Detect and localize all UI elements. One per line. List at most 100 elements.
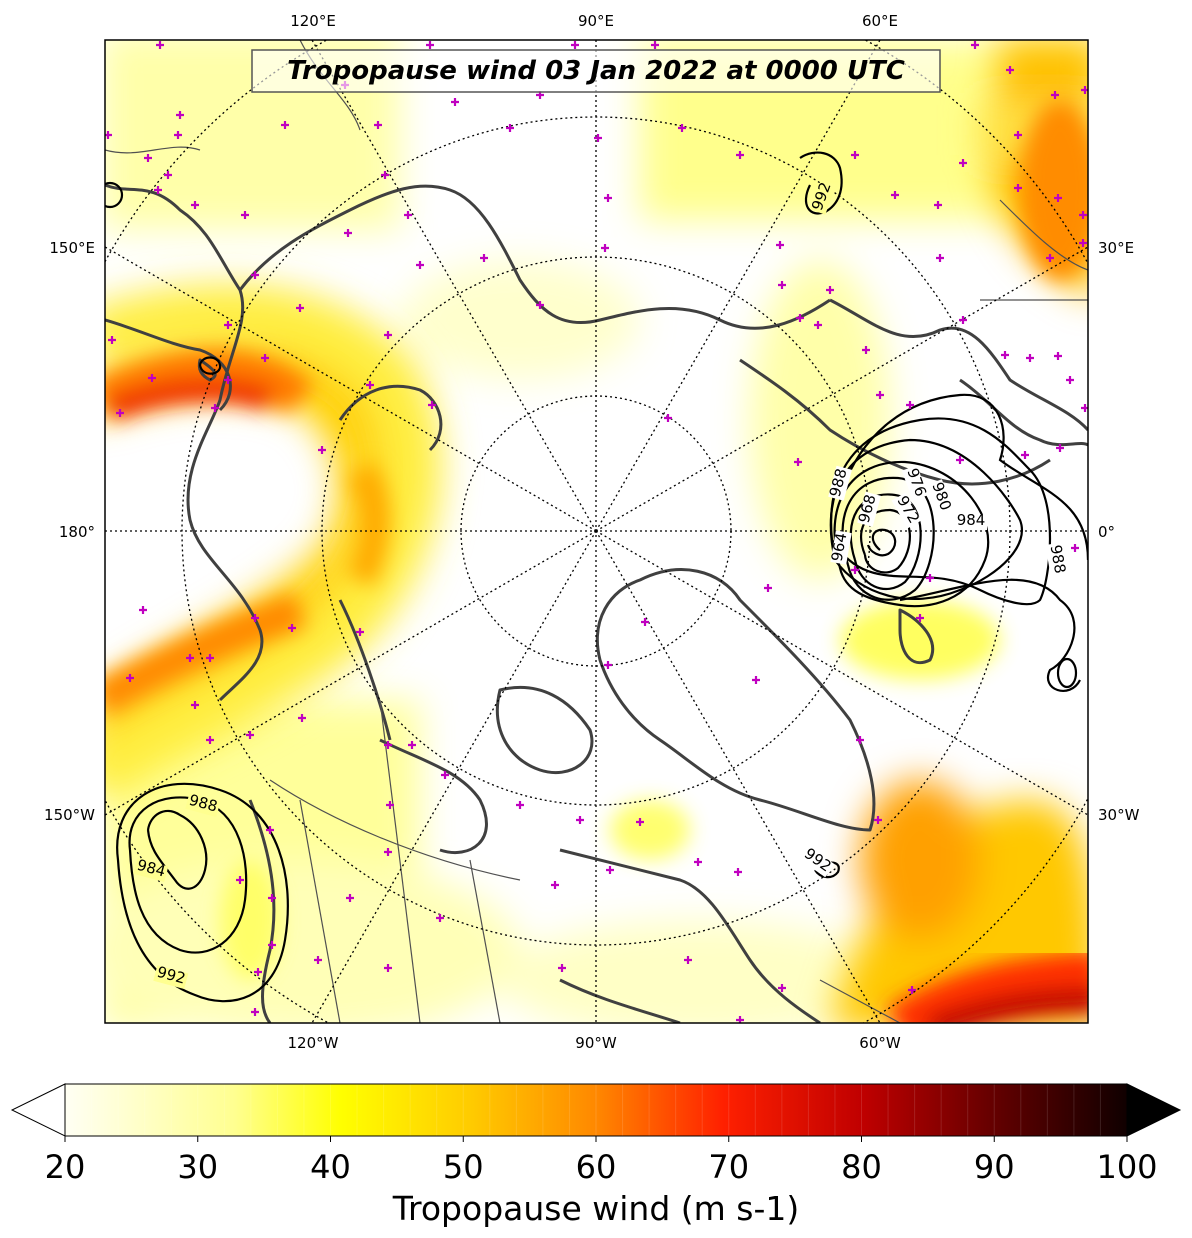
lon-label-right: 30°E	[1098, 239, 1134, 257]
station-marker	[154, 186, 162, 194]
station-marker	[374, 121, 382, 129]
lon-labels: 120°E 90°E 60°E 120°W 90°W 60°W 150°E 18…	[44, 12, 1140, 1052]
station-marker	[796, 314, 804, 322]
station-marker	[1079, 211, 1087, 219]
lon-label-bottom: 60°W	[859, 1034, 901, 1052]
station-marker	[344, 229, 352, 237]
station-marker	[261, 354, 269, 362]
colorbar-label: Tropopause wind (m s-1)	[392, 1189, 800, 1228]
station-marker	[156, 41, 164, 49]
colorbar-tick-label: 70	[708, 1148, 749, 1186]
contour-label: 964	[828, 530, 852, 565]
contour-label-text: 988	[1047, 543, 1070, 574]
colorbar: 20 30 40 50 60 70 80 90 100 Tropopause wind (m s…	[10, 1083, 1182, 1228]
colorbar-bands	[91, 1084, 1101, 1136]
lon-label-bottom: 120°W	[288, 1034, 339, 1052]
station-marker	[266, 826, 274, 834]
station-marker	[436, 914, 444, 922]
station-marker	[752, 676, 760, 684]
station-marker	[1079, 239, 1087, 247]
station-marker	[506, 124, 514, 132]
station-marker	[1014, 184, 1022, 192]
station-marker	[606, 866, 614, 874]
station-marker	[346, 894, 354, 902]
station-marker	[826, 286, 834, 294]
station-marker	[176, 111, 184, 119]
station-marker	[384, 741, 392, 749]
station-marker	[906, 401, 914, 409]
station-marker	[384, 964, 392, 972]
colorbar-ticks: 20 30 40 50 60 70 80 90 100	[45, 1136, 1158, 1186]
station-marker	[1051, 91, 1059, 99]
station-marker	[776, 241, 784, 249]
station-marker	[441, 771, 449, 779]
station-marker	[604, 661, 612, 669]
station-marker	[862, 346, 870, 354]
colorbar-tick-label: 40	[310, 1148, 351, 1186]
station-marker	[384, 848, 392, 856]
station-marker	[936, 254, 944, 262]
station-marker	[116, 409, 124, 417]
contour-label: 984	[955, 511, 987, 530]
station-marker	[934, 201, 942, 209]
station-marker	[288, 624, 296, 632]
station-marker	[206, 736, 214, 744]
station-marker	[571, 41, 579, 49]
station-marker	[678, 124, 686, 132]
map-panel: 992 976 980 984 972 968	[104, 39, 1089, 1024]
station-marker	[734, 868, 742, 876]
colorbar-tick-label: 80	[841, 1148, 882, 1186]
station-marker	[251, 614, 259, 622]
station-marker	[1006, 66, 1014, 74]
station-marker	[908, 986, 916, 994]
station-marker	[268, 941, 276, 949]
lon-label-left: 150°E	[49, 239, 95, 257]
station-marker	[664, 414, 672, 422]
station-marker	[480, 254, 488, 262]
station-marker	[381, 171, 389, 179]
station-marker	[1054, 352, 1062, 360]
title-box: Tropopause wind 03 Jan 2022 at 0000 UTC	[251, 49, 941, 93]
colorbar-tick-label: 100	[1096, 1148, 1157, 1186]
station-marker	[298, 714, 306, 722]
station-marker	[281, 121, 289, 129]
station-marker	[206, 654, 214, 662]
station-marker	[296, 304, 304, 312]
station-marker	[558, 964, 566, 972]
station-marker	[1056, 444, 1064, 452]
station-marker	[959, 316, 967, 324]
station-marker	[108, 336, 116, 344]
lon-label-bottom: 90°W	[575, 1034, 617, 1052]
station-marker	[174, 131, 182, 139]
graticule	[105, 40, 1088, 1023]
station-marker	[604, 194, 612, 202]
station-marker	[916, 614, 924, 622]
station-marker	[224, 321, 232, 329]
station-marker	[251, 1008, 259, 1016]
lon-label-right: 30°W	[1098, 806, 1140, 824]
station-marker	[164, 171, 172, 179]
pressure-contours	[105, 151, 1088, 1003]
station-marker	[1066, 376, 1074, 384]
lon-label-top: 120°E	[290, 12, 336, 30]
station-marker	[1026, 354, 1034, 362]
station-marker	[576, 816, 584, 824]
station-marker	[736, 151, 744, 159]
station-marker	[246, 731, 254, 739]
station-marker	[876, 391, 884, 399]
station-marker	[1071, 544, 1079, 552]
station-marker	[191, 201, 199, 209]
station-marker	[241, 211, 249, 219]
station-marker	[384, 331, 392, 339]
coastlines	[105, 183, 1088, 1023]
map-title: Tropopause wind 03 Jan 2022 at 0000 UTC	[287, 56, 905, 86]
lon-label-top: 60°E	[862, 12, 898, 30]
station-marker	[959, 159, 967, 167]
station-marker	[144, 154, 152, 162]
station-marker	[971, 41, 979, 49]
colorbar-tick-label: 60	[576, 1148, 617, 1186]
station-marker	[268, 894, 276, 902]
station-marker	[139, 606, 147, 614]
station-marker	[236, 876, 244, 884]
